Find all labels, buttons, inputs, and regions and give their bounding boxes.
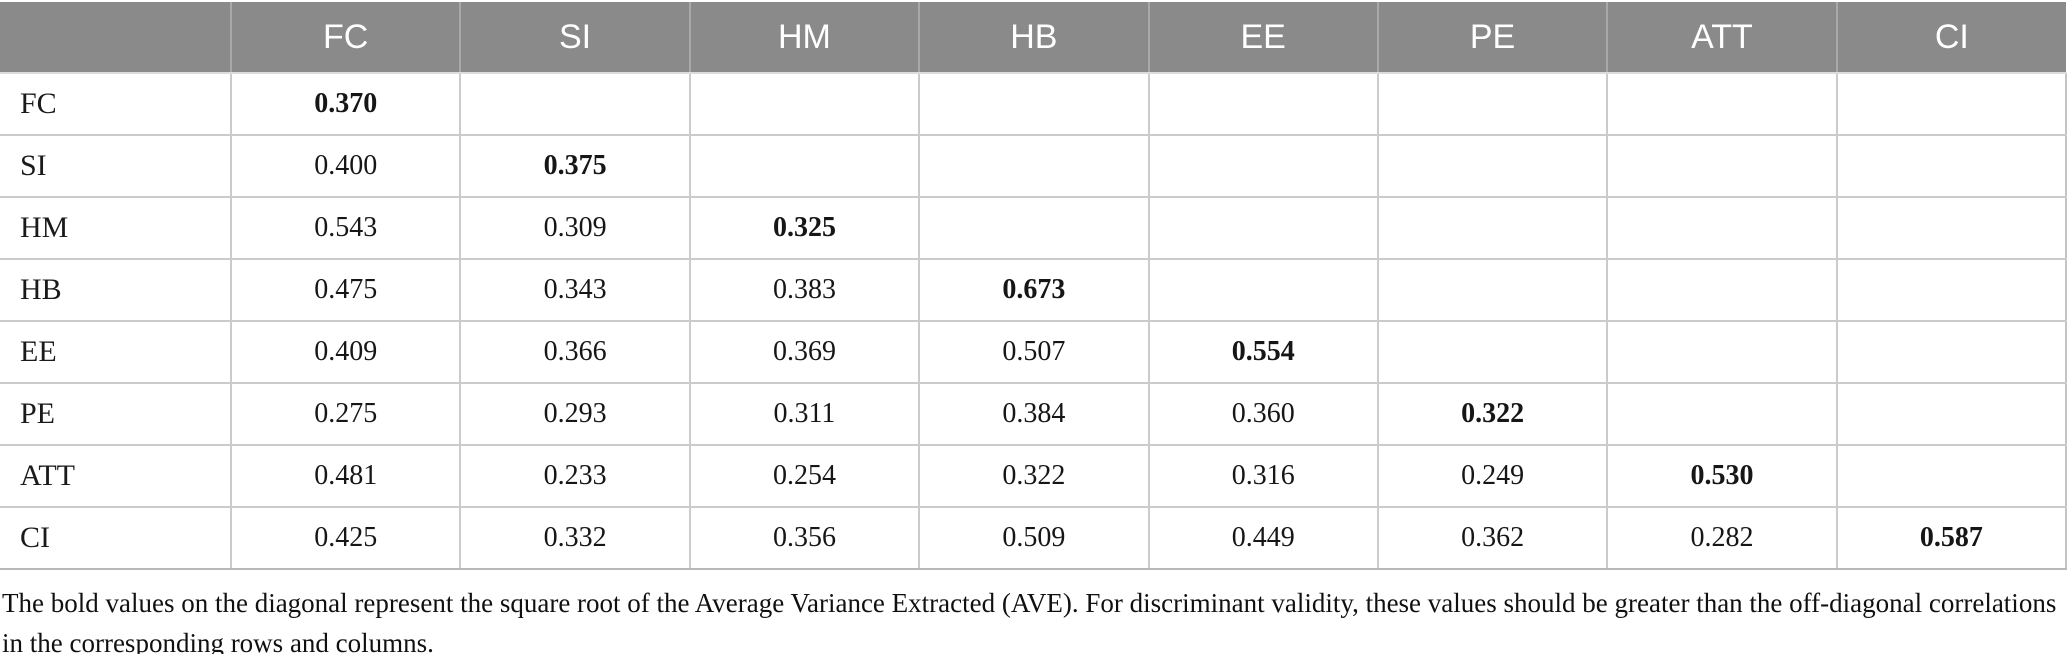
table-header: FC SI HM HB EE PE ATT CI [0,2,2066,74]
correlation-cell [1835,258,2067,322]
correlation-cell: 0.509 [918,506,1150,570]
correlation-cell: 0.507 [918,320,1150,384]
correlation-cell: 0.343 [459,258,691,322]
table-body: FC 0.370 SI 0.400 0.375 HM 0.543 0.309 0.325 HB 0.… [0,73,2067,570]
correlation-cell: 0.383 [688,258,921,322]
column-header-pe: PE [1376,2,1608,74]
correlation-cell [1835,134,2067,198]
correlation-cell: 0.481 [229,444,462,508]
correlation-cell: 0.400 [229,134,462,198]
diagonal-ave-cell: 0.554 [1147,320,1379,384]
correlation-cell [1147,134,1379,198]
row-label-hm: HM [0,196,232,260]
correlation-cell: 0.322 [918,444,1150,508]
correlation-cell [1376,73,1609,136]
column-header-blank [0,2,231,74]
correlation-cell: 0.316 [1147,444,1379,508]
column-header-hm: HM [688,2,920,74]
correlation-cell [1606,73,1838,136]
correlation-cell [1147,258,1379,322]
correlation-cell [1835,382,2067,446]
row-label-fc: FC [0,73,232,136]
correlation-cell [1606,320,1838,384]
diagonal-ave-cell: 0.375 [459,134,691,198]
correlation-cell: 0.311 [688,382,921,446]
correlation-cell: 0.384 [918,382,1150,446]
correlation-cell [1606,196,1838,260]
correlation-cell: 0.366 [459,320,691,384]
row-label-ee: EE [0,320,232,384]
table-row-fc: FC 0.370 [0,73,2067,136]
column-header-ee: EE [1147,2,1378,74]
table-row-hm: HM 0.543 0.309 0.325 [0,196,2067,260]
table-row-pe: PE 0.275 0.293 0.311 0.384 0.360 0.322 [0,382,2067,446]
correlation-cell [1376,196,1609,260]
correlation-cell [918,134,1150,198]
correlation-cell [1147,73,1379,136]
correlation-cell: 0.409 [229,320,462,384]
correlation-cell [1606,258,1838,322]
correlation-cell: 0.362 [1376,506,1609,570]
discriminant-validity-table: FC SI HM HB EE PE ATT CI FC 0.370 SI 0.400 0.375 HM 0… [0,2,2067,570]
correlation-cell: 0.360 [1147,382,1379,446]
table-row-att: ATT 0.481 0.233 0.254 0.322 0.316 0.249 0.530 [0,444,2067,508]
row-label-ci: CI [0,506,232,570]
row-label-att: ATT [0,444,232,508]
diagonal-ave-cell: 0.322 [1376,382,1609,446]
diagonal-ave-cell: 0.530 [1606,444,1838,508]
correlation-cell: 0.543 [229,196,462,260]
correlation-cell: 0.475 [229,258,462,322]
column-header-att: ATT [1606,2,1837,74]
correlation-cell: 0.356 [688,506,921,570]
correlation-cell: 0.425 [229,506,462,570]
row-label-hb: HB [0,258,232,322]
correlation-cell [459,73,691,136]
correlation-cell [688,134,921,198]
correlation-cell [1606,134,1838,198]
table-row-hb: HB 0.475 0.343 0.383 0.673 [0,258,2067,322]
correlation-cell: 0.254 [688,444,921,508]
correlation-cell [1376,258,1609,322]
correlation-cell [918,73,1150,136]
correlation-cell [1606,382,1838,446]
row-label-pe: PE [0,382,232,446]
correlation-cell [1376,134,1609,198]
column-header-si: SI [459,2,690,74]
diagonal-ave-cell: 0.370 [229,73,462,136]
column-header-hb: HB [918,2,1149,74]
table-row-ci: CI 0.425 0.332 0.356 0.509 0.449 0.362 0.282 0.5… [0,506,2067,570]
correlation-cell [918,196,1150,260]
correlation-cell: 0.293 [459,382,691,446]
header-row: FC SI HM HB EE PE ATT CI [0,2,2066,74]
correlation-cell [1835,196,2067,260]
correlation-cell: 0.249 [1376,444,1609,508]
correlation-cell: 0.449 [1147,506,1379,570]
correlation-cell: 0.309 [459,196,691,260]
correlation-cell [1376,320,1609,384]
row-label-si: SI [0,134,232,198]
correlation-cell [1835,444,2067,508]
diagonal-ave-cell: 0.325 [688,196,921,260]
table-row-ee: EE 0.409 0.366 0.369 0.507 0.554 [0,320,2067,384]
column-header-fc: FC [229,2,461,74]
correlation-cell: 0.282 [1606,506,1838,570]
diagonal-ave-cell: 0.673 [918,258,1150,322]
correlation-cell [1835,73,2067,136]
correlation-cell: 0.233 [459,444,691,508]
correlation-cell [1835,320,2067,384]
correlation-cell: 0.332 [459,506,691,570]
table-note: The bold values on the diagonal represen… [2,588,2057,654]
correlation-cell [688,73,921,136]
correlation-cell [1147,196,1379,260]
correlation-cell: 0.275 [229,382,462,446]
column-header-ci: CI [1835,2,2066,74]
correlation-cell: 0.369 [688,320,921,384]
diagonal-ave-cell: 0.587 [1835,506,2067,570]
table-row-si: SI 0.400 0.375 [0,134,2067,198]
